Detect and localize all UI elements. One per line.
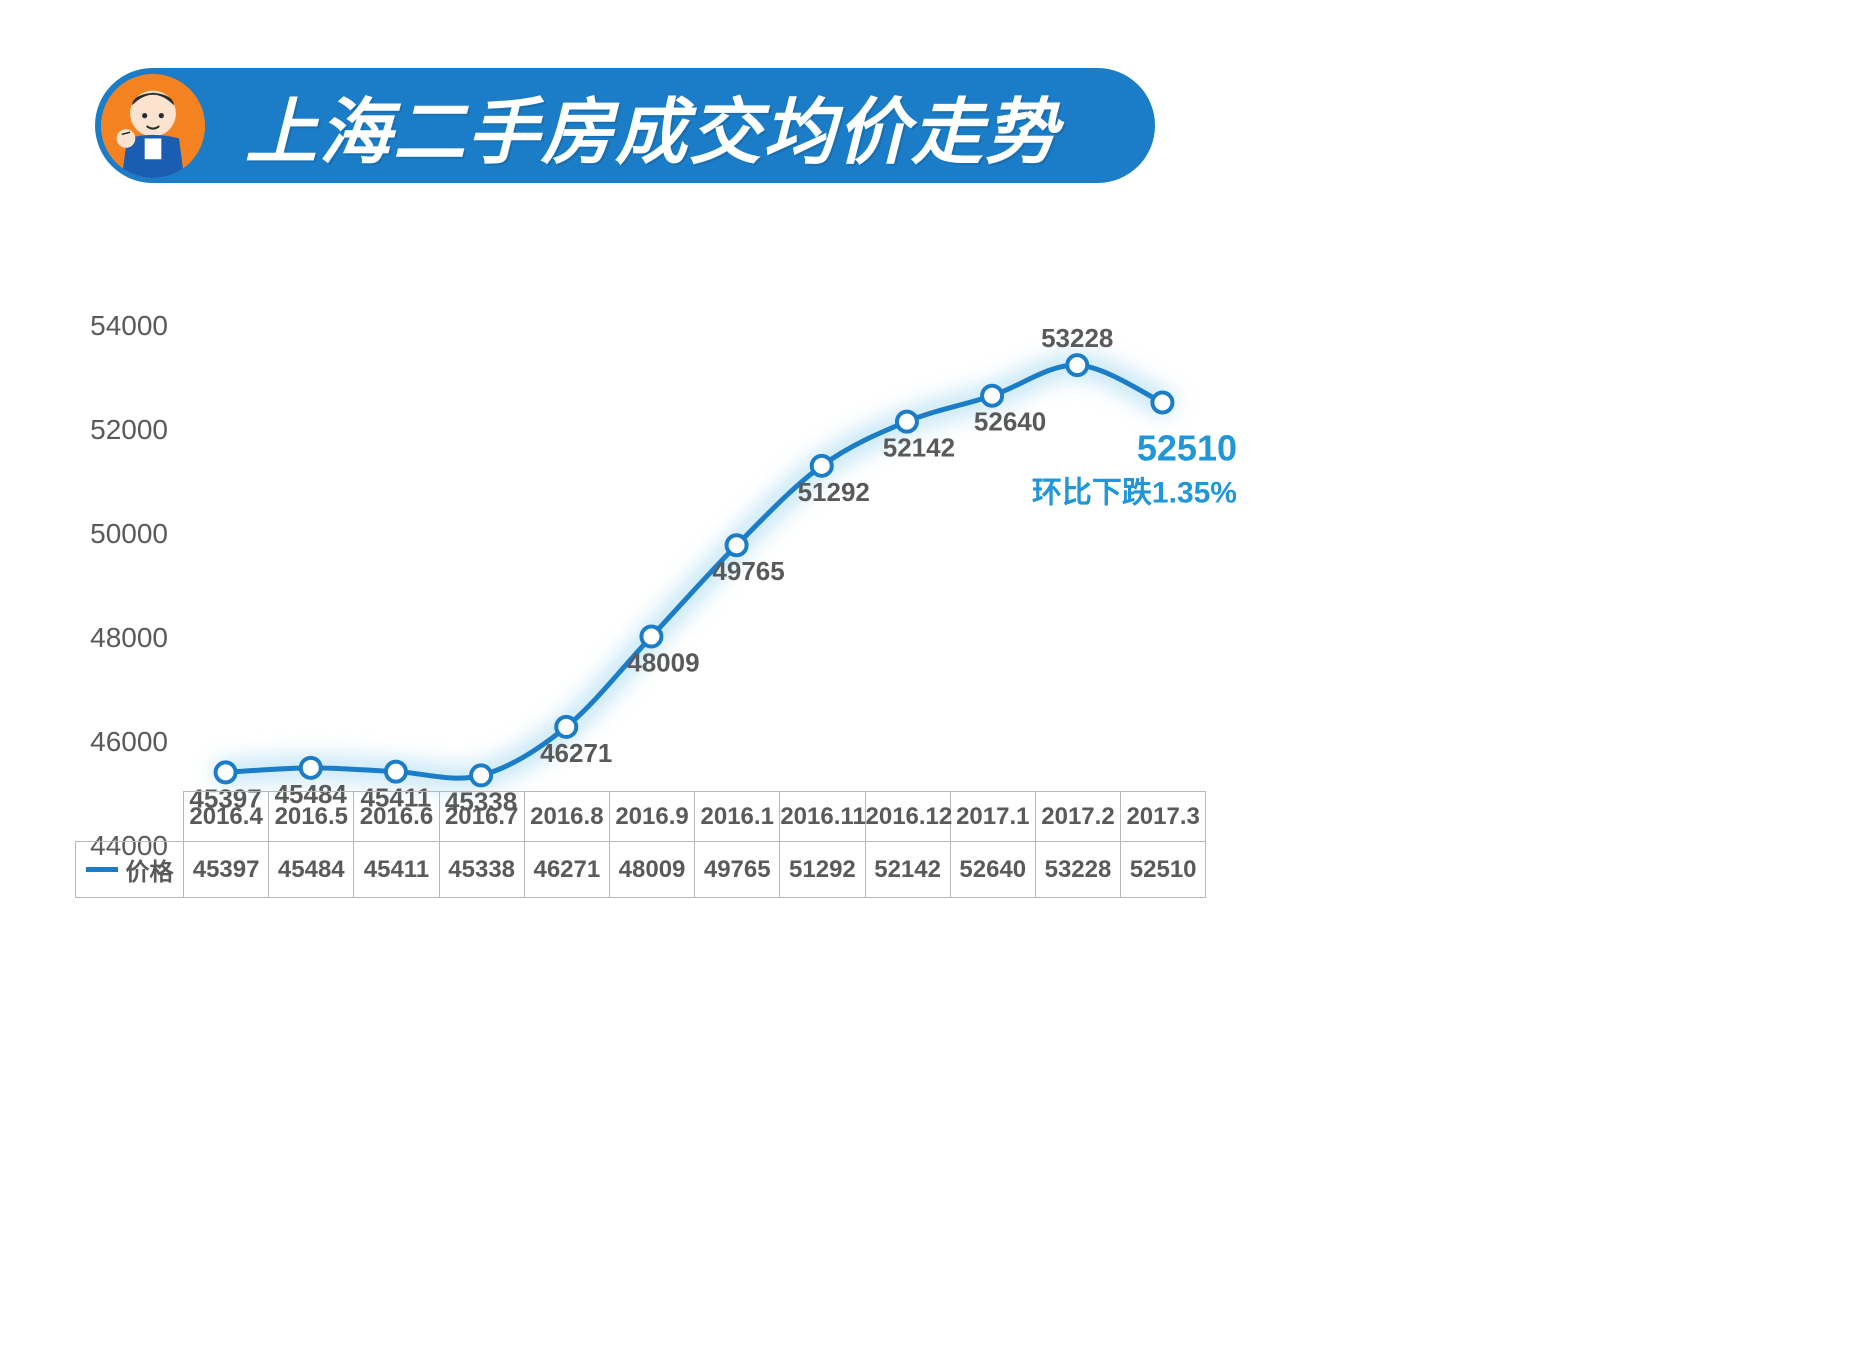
data-label: 46271 [540, 738, 612, 768]
table-value-cell: 52640 [950, 842, 1035, 898]
legend-line-icon [86, 867, 118, 872]
table-value-cell: 45397 [184, 842, 269, 898]
callout-value: 52510 [1137, 427, 1237, 468]
table-category-cell: 2017.2 [1035, 792, 1120, 842]
data-marker [812, 456, 832, 476]
data-label: 48009 [627, 648, 699, 678]
table-blank-cell [76, 792, 184, 842]
data-table: 2016.42016.52016.62016.72016.82016.92016… [75, 791, 1205, 898]
ytick-label: 54000 [90, 310, 168, 341]
table-value-cell: 46271 [524, 842, 609, 898]
data-label: 53228 [1041, 323, 1113, 353]
table-category-cell: 2016.4 [184, 792, 269, 842]
table-category-cell: 2017.3 [1121, 792, 1206, 842]
legend-label: 价格 [126, 852, 174, 887]
table-value-cell: 45411 [354, 842, 439, 898]
ytick-label: 46000 [90, 726, 168, 757]
table-series-label: 价格 [76, 842, 184, 898]
table-category-cell: 2016.12 [865, 792, 950, 842]
data-marker [301, 758, 321, 778]
table-value-cell: 52510 [1121, 842, 1206, 898]
title-banner: 上海二手房成交均价走势 [95, 68, 1155, 183]
table-category-cell: 2016.11 [780, 792, 865, 842]
data-marker [386, 762, 406, 782]
data-label: 52640 [974, 407, 1046, 437]
data-marker [727, 535, 747, 555]
callout-subtext: 环比下跌1.35% [1032, 476, 1237, 509]
table-category-cell: 2016.8 [524, 792, 609, 842]
table-row-values: 价格 45397454844541145338462714800949765512… [76, 842, 1206, 898]
ytick-label: 52000 [90, 414, 168, 445]
table-value-cell: 53228 [1035, 842, 1120, 898]
data-marker [1067, 355, 1087, 375]
data-marker [641, 627, 661, 647]
table-category-cell: 2017.1 [950, 792, 1035, 842]
callout-annotation: 52510 环比下跌1.35% [1032, 427, 1237, 509]
data-label: 52142 [883, 433, 955, 463]
avatar-icon [101, 74, 205, 178]
table-value-cell: 51292 [780, 842, 865, 898]
data-label: 51292 [798, 477, 870, 507]
data-marker [1152, 392, 1172, 412]
data-marker [897, 412, 917, 432]
ytick-label: 50000 [90, 518, 168, 549]
data-marker [982, 386, 1002, 406]
table-category-cell: 2016.9 [609, 792, 694, 842]
table-category-cell: 2016.1 [695, 792, 780, 842]
table-row-categories: 2016.42016.52016.62016.72016.82016.92016… [76, 792, 1206, 842]
data-label: 49765 [712, 556, 784, 586]
data-marker [471, 765, 491, 785]
ytick-label: 48000 [90, 622, 168, 653]
table-category-cell: 2016.6 [354, 792, 439, 842]
data-marker [216, 762, 236, 782]
table-category-cell: 2016.5 [269, 792, 354, 842]
y-axis-ticks: 440004600048000500005200054000 [90, 310, 168, 861]
table-category-cell: 2016.7 [439, 792, 524, 842]
table-value-cell: 45338 [439, 842, 524, 898]
data-marker [556, 717, 576, 737]
table-value-cell: 48009 [609, 842, 694, 898]
table-value-cell: 52142 [865, 842, 950, 898]
page-title: 上海二手房成交均价走势 [245, 73, 1059, 178]
table-value-cell: 45484 [269, 842, 354, 898]
table-value-cell: 49765 [695, 842, 780, 898]
